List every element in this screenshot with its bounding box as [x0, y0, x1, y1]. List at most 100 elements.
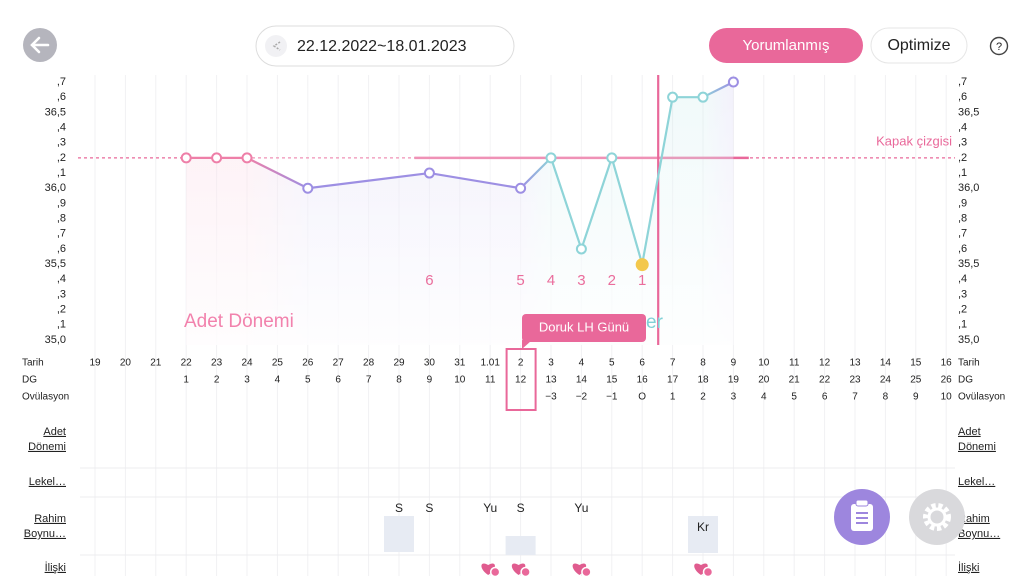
phase-label: Adet Dönemi: [184, 311, 294, 332]
cycle-day: 19: [728, 375, 740, 386]
date-label: 15: [910, 358, 922, 369]
temperature-point: [180, 152, 192, 164]
date-label: 26: [302, 358, 314, 369]
date-label: 21: [150, 358, 162, 369]
y2-tick-label: ,1: [958, 167, 967, 179]
cycle-day: 2: [214, 375, 220, 386]
cycle-day: 1: [183, 375, 189, 386]
cervix-label: Kr: [697, 520, 709, 534]
date-label: 29: [393, 358, 405, 369]
intercourse-badge: [489, 566, 501, 576]
date-label: 10: [758, 358, 770, 369]
cycle-day: 5: [305, 375, 311, 386]
date-label: 24: [241, 358, 253, 369]
y-tick-label: 35,0: [45, 334, 66, 346]
interpreted-button[interactable]: [709, 28, 863, 63]
temperature-point: [635, 258, 649, 272]
y-tick-label: ,9: [57, 197, 66, 209]
settings-button[interactable]: [909, 489, 965, 545]
cycle-day: 15: [606, 375, 618, 386]
y-tick-label: ,3: [57, 288, 66, 300]
y2-tick-label: ,3: [958, 288, 967, 300]
date-label: 1.01: [480, 358, 500, 369]
cycle-day: 20: [758, 375, 770, 386]
cycle-day: 13: [545, 375, 557, 386]
cycle-day: 22: [819, 375, 831, 386]
settings-gear: [923, 503, 951, 531]
date-icon: [265, 35, 287, 57]
countdown-label: 3: [577, 272, 585, 289]
date-label: 25: [272, 358, 284, 369]
temperature-point: [241, 152, 253, 164]
temperature-point: [211, 152, 223, 164]
table-row-label-right: Dönemi: [958, 441, 996, 453]
optimize-button[interactable]: [870, 27, 968, 64]
table-row-label-right: Adet: [958, 426, 981, 438]
intercourse-badge: [520, 566, 531, 576]
cervix-box: [688, 516, 718, 553]
countdown-label: 6: [425, 272, 433, 289]
y-tick-label: 36,5: [45, 106, 66, 118]
cycle-day: 17: [667, 375, 679, 386]
date-label: 20: [120, 358, 132, 369]
y2-tick-label: ,7: [958, 76, 967, 88]
cycle-day: 24: [880, 375, 892, 386]
ovulation-day: 1: [670, 392, 676, 403]
y2-tick-label: ,9: [958, 197, 967, 209]
table-row-label-right: Lekel…: [958, 476, 995, 488]
date-label: 19: [89, 358, 101, 369]
table-row-label: Adet: [43, 426, 66, 438]
cycle-day: 8: [396, 375, 402, 386]
date-label: 30: [424, 358, 436, 369]
y2-tick-label: 35,5: [958, 258, 979, 270]
ovulation-day: 8: [883, 392, 889, 403]
cervix-label: Yu: [483, 501, 497, 515]
y2-tick-label: ,6: [958, 243, 967, 255]
y-tick-label: 35,5: [45, 258, 66, 270]
temperature-point: [697, 91, 709, 103]
cycle-day: 14: [576, 375, 588, 386]
cervix-box: [384, 516, 414, 552]
cycle-day: 12: [515, 375, 527, 386]
y-tick-label: ,4: [57, 273, 66, 285]
row-label-right: Ovülasyon: [958, 392, 1005, 403]
callout-label: Doruk LH Günü: [539, 319, 629, 334]
temperature-point: [575, 243, 587, 255]
date-label: 11: [789, 358, 800, 369]
cervix-label: S: [517, 501, 525, 515]
temperature-point: [423, 167, 435, 179]
y2-tick-label: ,1: [958, 319, 967, 331]
date-label: 7: [670, 358, 676, 369]
cervix-label: S: [425, 501, 433, 515]
cycle-day: 26: [941, 375, 953, 386]
cycle-day: 11: [485, 375, 496, 386]
date-label: 9: [731, 358, 737, 369]
y-tick-label: ,7: [57, 76, 66, 88]
ovulation-day: 3: [731, 392, 737, 403]
row-label-right: Tarih: [958, 358, 980, 369]
intercourse-badge: [581, 566, 592, 576]
y2-tick-label: ,4: [958, 273, 967, 285]
ovulation-day: −3: [545, 392, 557, 403]
row-label: Ovülasyon: [22, 392, 69, 403]
temperature-point: [727, 76, 739, 88]
date-range-pill[interactable]: [255, 25, 515, 67]
help-button[interactable]: [989, 36, 1009, 56]
callout-box: [522, 314, 646, 342]
phase-label: er: [646, 312, 664, 333]
table-row-label: Dönemi: [28, 441, 66, 453]
date-range: 22.12.2022~18.01.2023: [297, 38, 467, 55]
cycle-day: 6: [335, 375, 341, 386]
cycle-day: 10: [454, 375, 466, 386]
table-row-label: Lekel…: [29, 476, 66, 488]
y-tick-label: ,8: [57, 212, 66, 224]
date-label: 5: [609, 358, 615, 369]
countdown-label: 1: [638, 272, 646, 289]
y2-tick-label: ,8: [958, 212, 967, 224]
row-label-right: DG: [958, 375, 973, 386]
countdown-label: 4: [547, 272, 555, 289]
intercourse-badge: [702, 566, 714, 576]
ovulation-day: −2: [576, 392, 588, 403]
date-label: 8: [700, 358, 706, 369]
